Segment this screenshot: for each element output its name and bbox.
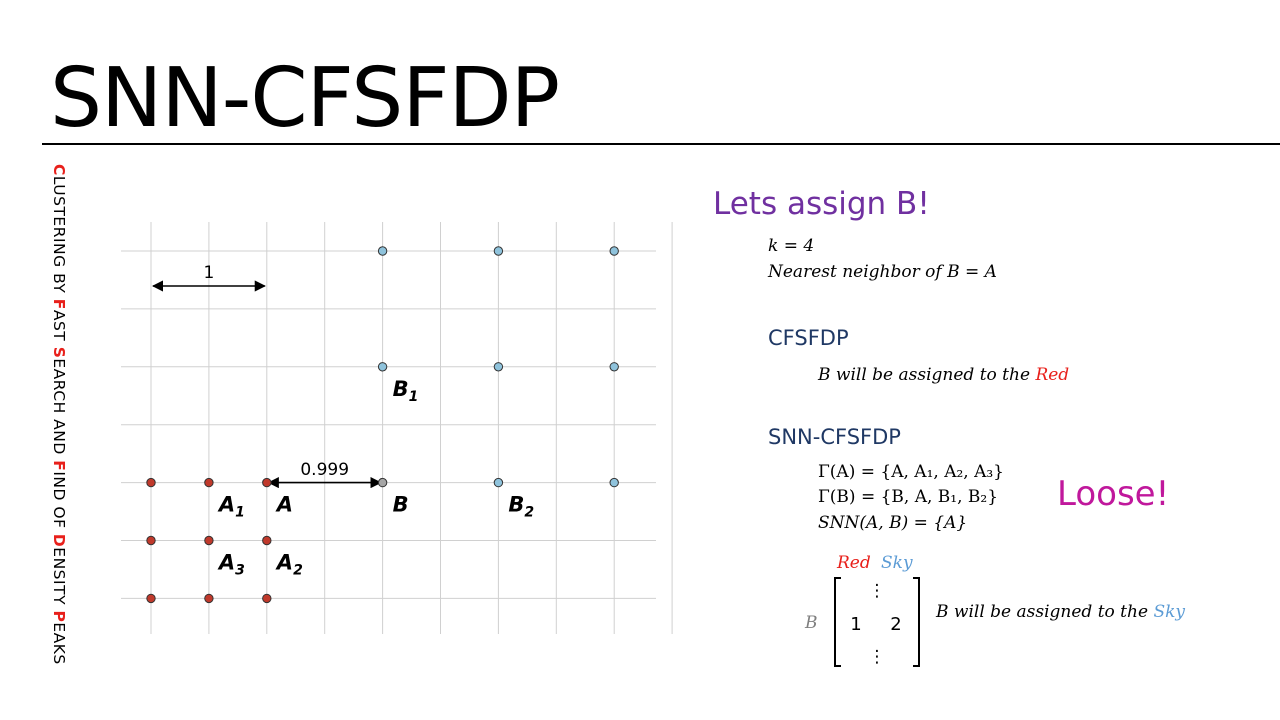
side-title-part: C [50,164,68,176]
matrix-row-label: B [805,613,818,633]
cfsfdp-target: Red [1035,365,1070,385]
unit-distance-label: 1 [203,263,214,283]
snn-target: Sky [1153,602,1185,622]
red-point [146,535,156,546]
point-labels: A1 A B B2 B1 A3 A2 [217,377,534,579]
panel-heading: Lets assign B! [713,186,930,222]
matrix-vdots-top: ⋮ [869,581,886,601]
matrix-vdots-bottom: ⋮ [869,647,886,667]
red-point [204,593,214,604]
matrix-col-sky: Sky [881,553,913,573]
point-label-b2: B2 [508,493,534,521]
red-point [262,477,272,488]
side-title-part: ENSITY [50,547,68,611]
side-title-part: EAKS [50,622,68,665]
point-label-a: A [275,493,293,517]
snn-ab: SNN(A, B) = {A} [818,513,968,533]
red-point [262,535,272,546]
red-point [204,535,214,546]
cfsfdp-assignment-text: B will be assigned to the [818,365,1036,385]
sky-point [493,477,504,488]
cfsfdp-heading: CFSFDP [768,326,849,350]
snn-assignment-text: B will be assigned to the [936,602,1154,622]
side-title-part: AST [50,309,68,347]
sky-point [609,362,619,372]
point-label-a3: A3 [217,551,245,579]
k-value-line: k = 4 [768,236,815,256]
gamma-a: Γ(A) = {A, A₁, A₂, A₃} [818,462,1004,482]
side-title-part: F [50,460,68,472]
sky-point [493,246,504,256]
cfsfdp-assignment: B will be assigned to the Red [818,365,1069,385]
matrix-left-bracket [834,577,841,667]
side-title-part: EARCH AND [50,358,68,461]
matrix-right-bracket [913,577,920,667]
slide-title: SNN-CFSFDP [50,51,560,146]
point-label-b1: B1 [393,377,419,405]
side-title-part: IND OF [50,471,68,534]
side-title: CLUSTERING BY FAST SEARCH AND FIND OF DE… [48,164,70,694]
red-point [262,593,272,604]
point-label-b: B [393,493,409,517]
side-title-part: LUSTERING BY [50,175,68,299]
red-point [204,477,214,488]
side-title-part: P [50,610,68,623]
matrix-value-red: 1 [850,614,861,635]
point-label-a2: A2 [275,551,303,579]
sky-point [377,246,388,256]
distance-arrows: 1 0.999 [151,263,382,489]
point-label-a1: A1 [217,493,245,521]
snn-cfsfdp-heading: SNN-CFSFDP [768,425,901,449]
grid-diagram: 1 0.999 A1 A B B2 B1 A3 A2 [121,222,673,634]
vote-matrix: ⋮ 1 2 ⋮ [834,577,920,667]
nearest-neighbor-line: Nearest neighbor of B = A [768,262,997,282]
gray-point [377,477,388,488]
sky-point [493,362,504,372]
loose-label: Loose! [1057,474,1170,514]
side-title-part: D [50,533,68,548]
ab-distance-label: 0.999 [300,460,349,480]
grid-lines [121,222,673,634]
side-title-part: S [50,346,68,359]
sky-point [377,362,388,372]
gamma-b: Γ(B) = {B, A, B₁, B₂} [818,487,999,507]
title-divider [42,143,1280,145]
matrix-col-red: Red [837,553,871,573]
red-point [146,477,156,488]
sky-point [609,477,619,488]
sky-point [609,246,619,256]
snn-assignment: B will be assigned to the Sky [936,602,1185,622]
red-point [146,593,156,604]
side-title-part: F [50,298,68,310]
grid-points [146,246,619,604]
matrix-value-sky: 2 [890,614,901,635]
